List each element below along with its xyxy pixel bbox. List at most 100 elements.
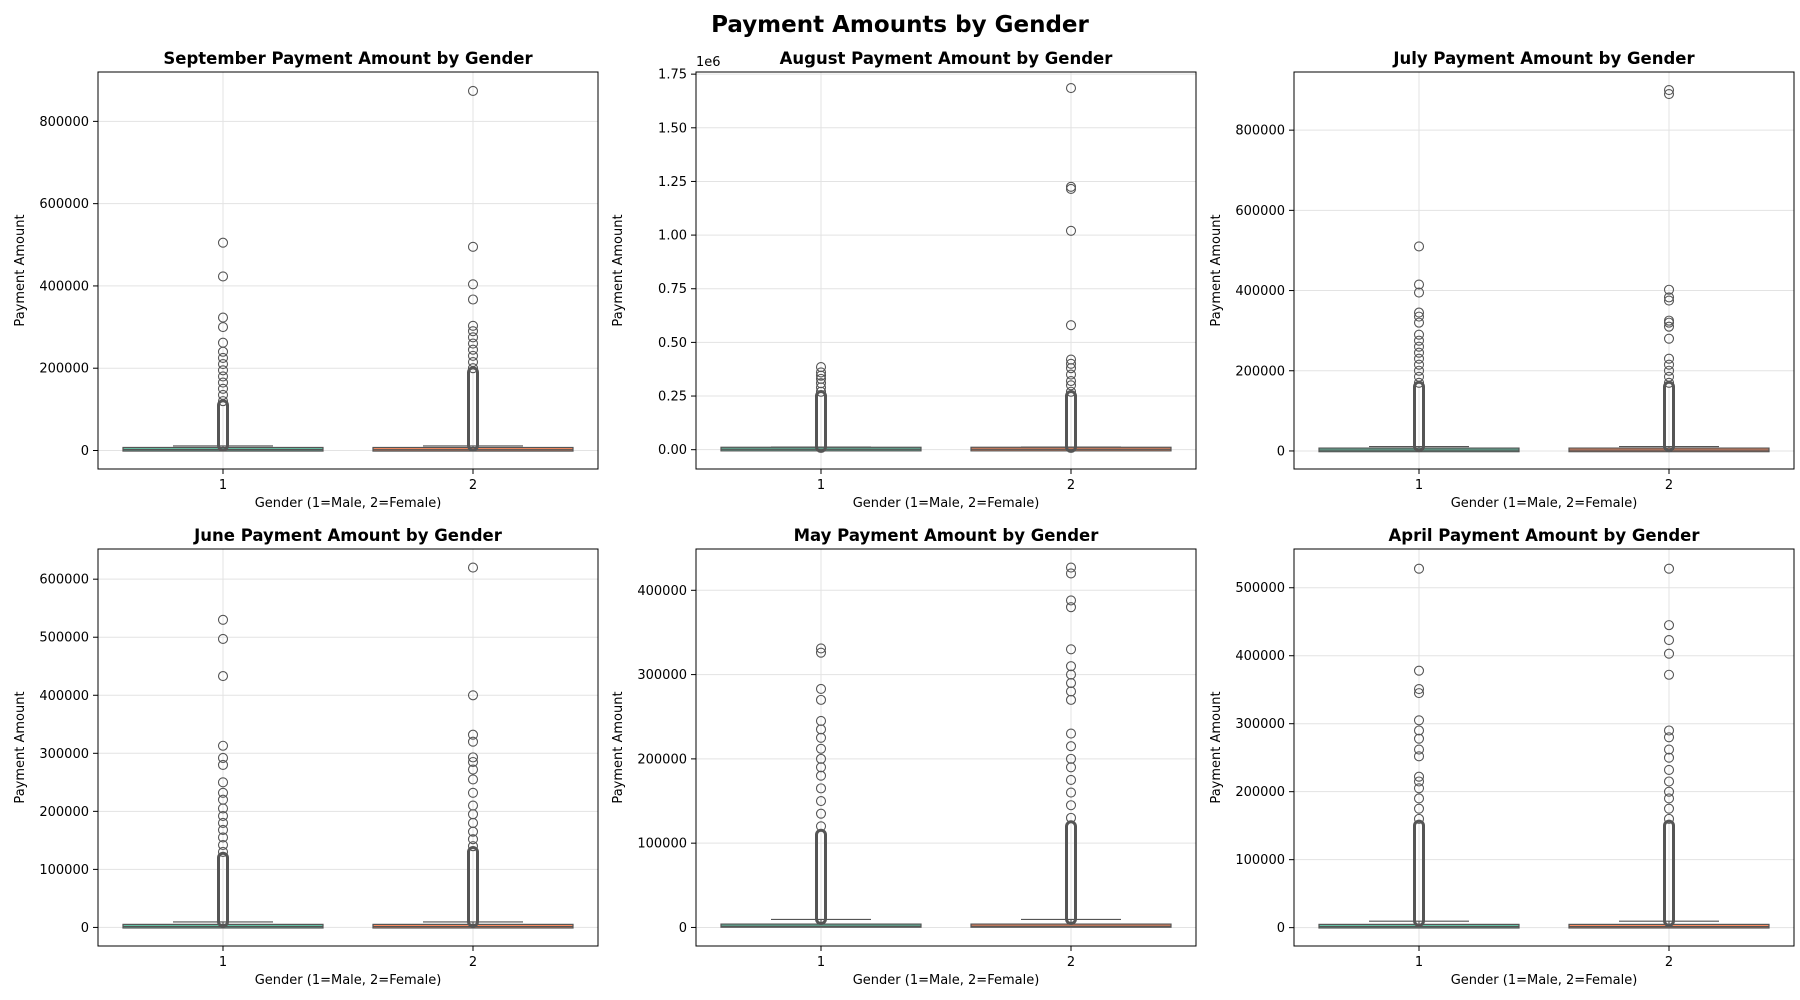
outlier-point — [467, 562, 479, 573]
dense-outlier-band — [1413, 819, 1425, 927]
y-offset-label: 1e6 — [696, 55, 721, 70]
outlier-point — [217, 787, 229, 798]
y-tick-label: 0 — [1277, 444, 1285, 459]
outlier-point — [1065, 181, 1077, 192]
axes-frame — [97, 548, 599, 947]
outlier-point — [467, 736, 479, 747]
outlier-point — [467, 344, 479, 355]
outlier-point — [1065, 562, 1077, 573]
chart-svg-september: September Payment Amount by Gender 0 20000… — [13, 49, 599, 510]
outlier-point — [1065, 380, 1077, 391]
gridlines — [98, 549, 598, 946]
outlier-point — [1413, 733, 1425, 744]
y-tick-label: 300000 — [1235, 717, 1285, 732]
box-gender-1 — [720, 643, 922, 928]
outlier-point — [1663, 793, 1675, 804]
x-axis-label: Gender (1=Male, 2=Female) — [1451, 973, 1638, 987]
y-tick-label: 0.00 — [658, 443, 687, 458]
y-tick-label: 600000 — [1235, 204, 1285, 219]
outlier-point — [1065, 375, 1077, 387]
outlier-point — [217, 633, 229, 645]
y-tick-label: 300000 — [637, 668, 687, 683]
outlier-point — [1413, 563, 1425, 574]
outlier-point — [1663, 744, 1675, 755]
outlier-point — [1413, 279, 1425, 290]
y-tick-label: 200000 — [1235, 364, 1285, 379]
x-tick-label: 2 — [1067, 955, 1075, 970]
outlier-point — [1065, 320, 1077, 331]
outlier-point — [217, 839, 229, 851]
outlier-point — [1663, 377, 1675, 388]
y-tick-label: 200000 — [637, 752, 687, 767]
y-axis-label: Payment Amount — [611, 214, 626, 326]
chart-title: May Payment Amount by Gender — [794, 526, 1100, 545]
dense-outlier-band — [1065, 390, 1077, 453]
outlier-point — [815, 373, 827, 384]
y-tick-label: 0 — [81, 921, 89, 936]
outlier-point — [217, 846, 229, 858]
outlier-point — [217, 817, 229, 829]
box-gender-2 — [1568, 563, 1770, 929]
outlier-point — [815, 367, 827, 378]
outlier-point — [1413, 371, 1425, 382]
chart-title: September Payment Amount by Gender — [163, 49, 533, 68]
outlier-point — [217, 759, 229, 770]
outlier-point — [217, 810, 229, 822]
x-tick-label: 2 — [469, 478, 477, 493]
outlier-point — [1413, 347, 1425, 358]
outlier-point — [467, 690, 479, 701]
outlier-point — [1663, 648, 1675, 659]
y-tick-label: 600000 — [39, 573, 89, 588]
y-tick-label: 0.50 — [658, 336, 687, 351]
gridlines — [696, 549, 1196, 946]
y-tick-label: 400000 — [1235, 649, 1285, 664]
dense-outlier-band — [217, 399, 229, 452]
outlier-point — [1663, 635, 1675, 646]
outlier-point — [1065, 800, 1077, 811]
gridlines — [1294, 549, 1794, 946]
chart-title: July Payment Amount by Gender — [1392, 49, 1695, 68]
y-tick-label: 400000 — [1235, 284, 1285, 299]
y-tick-label: 0 — [679, 921, 687, 936]
outlier-point — [217, 777, 229, 788]
y-tick-label: 400000 — [39, 279, 89, 294]
outlier-point — [815, 715, 827, 726]
outlier-point — [815, 753, 827, 764]
outlier-point — [1065, 694, 1077, 705]
outlier-point — [1663, 732, 1675, 743]
outlier-point — [815, 694, 827, 705]
x-axis-label: Gender (1=Male, 2=Female) — [1451, 496, 1638, 510]
outlier-point — [815, 732, 827, 743]
x-axis-label: Gender (1=Male, 2=Female) — [853, 496, 1040, 510]
outlier-point — [1413, 813, 1425, 824]
gridlines — [1294, 72, 1794, 469]
outlier-point — [467, 756, 479, 768]
figure-title: Payment Amounts by Gender — [711, 12, 1089, 38]
outlier-point — [1413, 377, 1425, 388]
outlier-point — [1065, 595, 1077, 606]
box-gender-2 — [970, 83, 1172, 453]
outlier-point — [1065, 83, 1077, 94]
outlier-point — [1663, 371, 1675, 382]
x-tick-label: 1 — [219, 478, 227, 493]
y-axis-label: Payment Amount — [13, 691, 28, 803]
outlier-point — [467, 800, 479, 811]
outlier-point — [1413, 744, 1425, 755]
x-tick-label: 1 — [219, 955, 227, 970]
outlier-point — [1413, 688, 1425, 699]
chart-svg-july: July Payment Amount by Gender 0 200000 4000… — [1209, 49, 1795, 510]
y-tick-label: 400000 — [39, 689, 89, 704]
outlier-point — [1413, 725, 1425, 736]
chart-panel-may: May Payment Amount by Gender 0 100000 20000… — [598, 517, 1198, 987]
outlier-point — [217, 614, 229, 625]
outlier-point — [1065, 728, 1077, 739]
outlier-point — [1065, 358, 1077, 369]
axes-frame — [1293, 71, 1795, 470]
outlier-point — [217, 396, 229, 407]
axes-frame — [1293, 548, 1795, 947]
outlier-point — [1413, 307, 1425, 318]
y-axis-label: Payment Amount — [13, 214, 28, 326]
outlier-point — [467, 85, 479, 96]
outlier-point — [1065, 225, 1077, 236]
outlier-point — [815, 795, 827, 807]
